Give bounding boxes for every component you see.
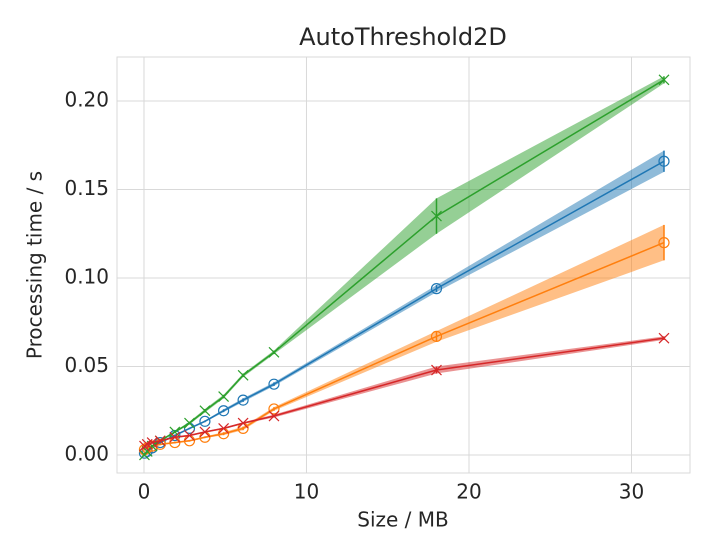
marker xyxy=(658,237,670,249)
marker xyxy=(199,415,211,427)
marker xyxy=(218,422,230,434)
marker xyxy=(218,405,230,417)
y-tick-label: 0.00 xyxy=(64,441,109,465)
x-tick-label: 30 xyxy=(619,480,644,504)
y-tick-label: 0.20 xyxy=(64,88,109,112)
marker xyxy=(268,346,280,358)
marker xyxy=(154,435,166,447)
marker xyxy=(430,330,443,342)
marker xyxy=(199,405,211,417)
marker xyxy=(430,283,443,295)
marker xyxy=(431,364,442,376)
marker xyxy=(169,426,181,438)
error-band xyxy=(144,336,664,447)
x-tick-label: 20 xyxy=(456,480,481,504)
y-tick-label: 0.10 xyxy=(64,265,109,289)
marker xyxy=(237,369,249,381)
marker xyxy=(268,410,280,422)
marker xyxy=(169,431,181,443)
marker xyxy=(184,430,195,441)
x-tick-label: 10 xyxy=(294,480,319,504)
x-axis-label: Size / MB xyxy=(357,508,448,532)
chart-title: AutoThreshold2D xyxy=(299,23,507,51)
marker xyxy=(218,391,230,402)
marker xyxy=(268,378,280,390)
y-axis-label: Processing time / s xyxy=(23,171,47,359)
marker xyxy=(237,394,249,406)
marker xyxy=(268,403,280,415)
marker xyxy=(658,332,670,344)
marker xyxy=(237,417,249,429)
marker xyxy=(146,440,158,452)
marker xyxy=(431,210,442,222)
marker xyxy=(199,426,211,438)
x-tick-label: 0 xyxy=(138,480,151,504)
y-tick-label: 0.05 xyxy=(64,353,109,377)
marker xyxy=(139,440,150,452)
marker xyxy=(658,74,670,86)
y-tick-label: 0.15 xyxy=(64,176,109,200)
marker xyxy=(184,417,195,429)
marker xyxy=(658,155,670,167)
